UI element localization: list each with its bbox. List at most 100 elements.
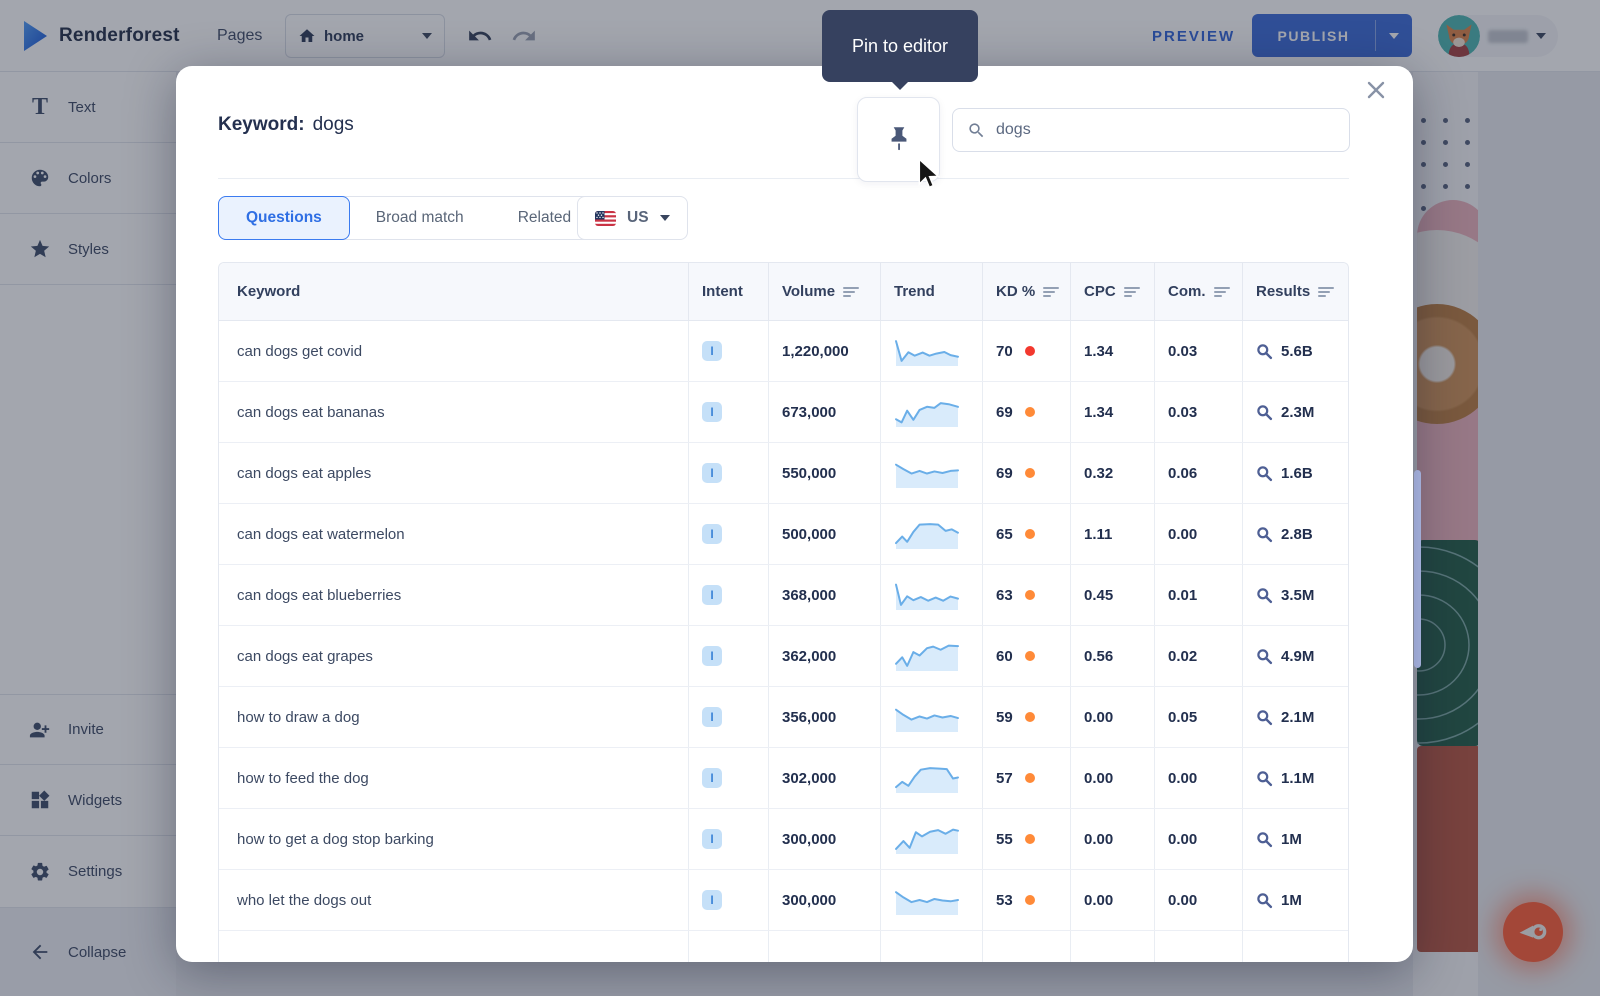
editor-canvas-strip: [1413, 72, 1478, 996]
cpc-cell: 1.11: [1071, 504, 1155, 564]
trend-sparkline: [895, 523, 959, 549]
brand-name: Renderforest: [59, 25, 180, 46]
sidebar-collapse-button[interactable]: Collapse: [0, 907, 176, 996]
decoration-dot: [1443, 118, 1448, 123]
undo-button[interactable]: [466, 23, 494, 51]
table-row[interactable]: can dogs eat grapes I 362,000 60 0.56 0.02 4.9…: [219, 626, 1348, 687]
close-button[interactable]: [1364, 79, 1388, 103]
scrollbar-thumb[interactable]: [1414, 470, 1421, 668]
volume-cell: 500,000: [769, 504, 881, 564]
kd-value: 65: [996, 525, 1013, 543]
intent-badge-informational[interactable]: I: [702, 707, 722, 727]
table-row[interactable]: how to draw a dog I 356,000 59 0.00 0.05 2.1M: [219, 687, 1348, 748]
intent-badge-informational[interactable]: I: [702, 890, 722, 910]
intent-cell: I: [689, 443, 769, 503]
column-header-results[interactable]: Results: [1243, 263, 1348, 320]
table-row[interactable]: how to get a dog stop barking I 300,000 55 0…: [219, 809, 1348, 870]
competition-cell: 0.00: [1155, 870, 1243, 930]
page-selector-dropdown[interactable]: home: [285, 14, 445, 58]
undo-icon: [469, 30, 492, 41]
pin-to-editor-button[interactable]: [857, 97, 940, 182]
intent-badge-informational[interactable]: I: [702, 402, 722, 422]
rust-panel-artwork: [1417, 746, 1478, 952]
serp-magnifier-icon[interactable]: [1256, 526, 1273, 543]
intent-badge-informational[interactable]: I: [702, 646, 722, 666]
publish-dropdown-toggle[interactable]: [1376, 14, 1412, 57]
intent-badge-informational[interactable]: I: [702, 524, 722, 544]
decoration-dot: [1465, 184, 1470, 189]
serp-magnifier-icon[interactable]: [1256, 404, 1273, 421]
sidebar-item-colors[interactable]: Colors: [0, 143, 176, 214]
column-label: KD %: [996, 283, 1036, 300]
kd-difficulty-dot: [1024, 529, 1035, 539]
serp-magnifier-icon[interactable]: [1256, 770, 1273, 787]
sidebar-item-styles[interactable]: Styles: [0, 214, 176, 285]
keyword-search-box: [952, 108, 1350, 152]
sidebar: T Text Colors Styles Invite Widge: [0, 72, 176, 996]
sidebar-item-settings[interactable]: Settings: [0, 836, 176, 907]
intent-badge-informational[interactable]: I: [702, 341, 722, 361]
sidebar-item-invite[interactable]: Invite: [0, 694, 176, 765]
column-header-kd[interactable]: KD %: [983, 263, 1071, 320]
trend-sparkline: [895, 402, 959, 427]
cpc-cell: 0.32: [1071, 443, 1155, 503]
column-header-com[interactable]: Com.: [1155, 263, 1243, 320]
star-icon: [28, 237, 52, 261]
tab-broad-match[interactable]: Broad match: [349, 197, 491, 239]
competition-cell: 0.01: [1155, 565, 1243, 625]
table-row[interactable]: can dogs get covid I 1,220,000 70 1.34 0.03 5.…: [219, 321, 1348, 382]
sidebar-item-label: Invite: [68, 721, 104, 738]
tab-related[interactable]: Related: [491, 197, 598, 239]
column-header-cpc[interactable]: CPC: [1071, 263, 1155, 320]
table-row[interactable]: who let the dogs out I 300,000 53 0.00 0.00 1M: [219, 870, 1348, 931]
serp-magnifier-icon[interactable]: [1256, 831, 1273, 848]
serp-magnifier-icon[interactable]: [1256, 892, 1273, 909]
trend-sparkline: [895, 767, 959, 793]
redo-button[interactable]: [510, 23, 538, 51]
serp-magnifier-icon[interactable]: [1256, 587, 1273, 604]
decoration-dot: [1421, 140, 1426, 145]
empty-cell: [769, 931, 881, 962]
renderforest-logo[interactable]: Renderforest: [20, 0, 180, 72]
intent-badge-informational[interactable]: I: [702, 463, 722, 483]
search-input[interactable]: [996, 121, 1335, 139]
volume-cell: 356,000: [769, 687, 881, 747]
trend-cell: [881, 687, 983, 747]
semrush-icon: [1519, 924, 1547, 940]
cpc-cell: 0.45: [1071, 565, 1155, 625]
table-row[interactable]: can dogs eat blueberries I 368,000 63 0.45 0.…: [219, 565, 1348, 626]
sidebar-item-widgets[interactable]: Widgets: [0, 765, 176, 836]
decoration-dot: [1421, 162, 1426, 167]
intent-cell: I: [689, 809, 769, 869]
serp-magnifier-icon[interactable]: [1256, 709, 1273, 726]
column-header-volume[interactable]: Volume: [769, 263, 881, 320]
region-selector-dropdown[interactable]: US: [577, 196, 688, 240]
volume-cell: 362,000: [769, 626, 881, 686]
intent-badge-informational[interactable]: I: [702, 829, 722, 849]
serp-magnifier-icon[interactable]: [1256, 343, 1273, 360]
volume-cell: 302,000: [769, 748, 881, 808]
kd-cell: 59: [983, 687, 1071, 747]
intent-badge-informational[interactable]: I: [702, 768, 722, 788]
account-menu[interactable]: [1438, 15, 1558, 57]
empty-cell: [881, 931, 983, 962]
intent-badge-informational[interactable]: I: [702, 585, 722, 605]
publish-button[interactable]: PUBLISH: [1252, 14, 1412, 57]
table-row[interactable]: can dogs eat watermelon I 500,000 65 1.11 0.0…: [219, 504, 1348, 565]
intent-cell: I: [689, 565, 769, 625]
tab-questions[interactable]: Questions: [218, 196, 350, 240]
kd-difficulty-dot: [1024, 712, 1035, 722]
results-cell: 3.5M: [1243, 565, 1348, 625]
kd-value: 69: [996, 464, 1013, 482]
table-row[interactable]: how to feed the dog I 302,000 57 0.00 0.00 1.1…: [219, 748, 1348, 809]
table-row[interactable]: can dogs eat apples I 550,000 69 0.32 0.06 1.6…: [219, 443, 1348, 504]
trend-cell: [881, 748, 983, 808]
sidebar-item-label: Settings: [68, 863, 123, 880]
serp-magnifier-icon[interactable]: [1256, 465, 1273, 482]
preview-button[interactable]: PREVIEW: [1152, 0, 1235, 72]
serp-magnifier-icon[interactable]: [1256, 648, 1273, 665]
volume-cell: 673,000: [769, 382, 881, 442]
table-row[interactable]: can dogs eat bananas I 673,000 69 1.34 0.03 2.…: [219, 382, 1348, 443]
sidebar-item-text[interactable]: T Text: [0, 72, 176, 143]
keyword-research-modal: Keyword: dogs Questions Broad match Relat…: [176, 66, 1413, 962]
